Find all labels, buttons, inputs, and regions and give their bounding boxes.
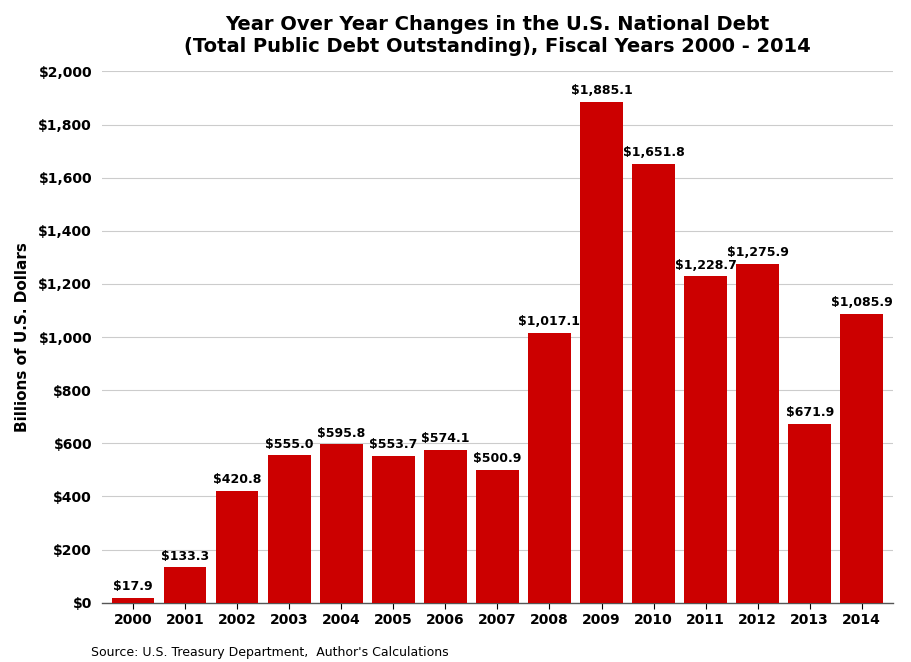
Text: $1,275.9: $1,275.9 <box>727 246 789 259</box>
Bar <box>268 455 311 602</box>
Text: $555.0: $555.0 <box>265 438 313 451</box>
Text: $500.9: $500.9 <box>473 452 522 465</box>
Text: $574.1: $574.1 <box>421 432 469 446</box>
Bar <box>528 332 571 602</box>
Text: Source: U.S. Treasury Department,  Author's Calculations: Source: U.S. Treasury Department, Author… <box>91 645 449 659</box>
Bar <box>580 102 623 602</box>
Bar <box>372 455 415 602</box>
Bar <box>476 469 518 602</box>
Bar <box>632 164 675 602</box>
Text: $1,017.1: $1,017.1 <box>518 314 580 328</box>
Bar <box>736 263 779 602</box>
Text: $1,085.9: $1,085.9 <box>831 297 893 309</box>
Bar <box>112 598 154 602</box>
Text: $671.9: $671.9 <box>785 406 834 420</box>
Bar <box>424 450 466 602</box>
Bar <box>788 424 831 602</box>
Text: $133.3: $133.3 <box>161 549 210 563</box>
Bar <box>841 314 883 602</box>
Y-axis label: Billions of U.S. Dollars: Billions of U.S. Dollars <box>15 242 30 432</box>
Bar <box>216 491 259 602</box>
Text: $553.7: $553.7 <box>369 438 417 451</box>
Bar <box>320 444 363 602</box>
Text: $420.8: $420.8 <box>213 473 261 486</box>
Bar <box>164 567 207 602</box>
Title: Year Over Year Changes in the U.S. National Debt
(Total Public Debt Outstanding): Year Over Year Changes in the U.S. Natio… <box>184 15 811 56</box>
Text: $1,228.7: $1,228.7 <box>675 259 737 271</box>
Bar <box>684 276 727 602</box>
Text: $1,885.1: $1,885.1 <box>570 84 632 97</box>
Text: $595.8: $595.8 <box>317 427 365 440</box>
Text: $1,651.8: $1,651.8 <box>623 146 684 159</box>
Text: $17.9: $17.9 <box>113 580 153 593</box>
